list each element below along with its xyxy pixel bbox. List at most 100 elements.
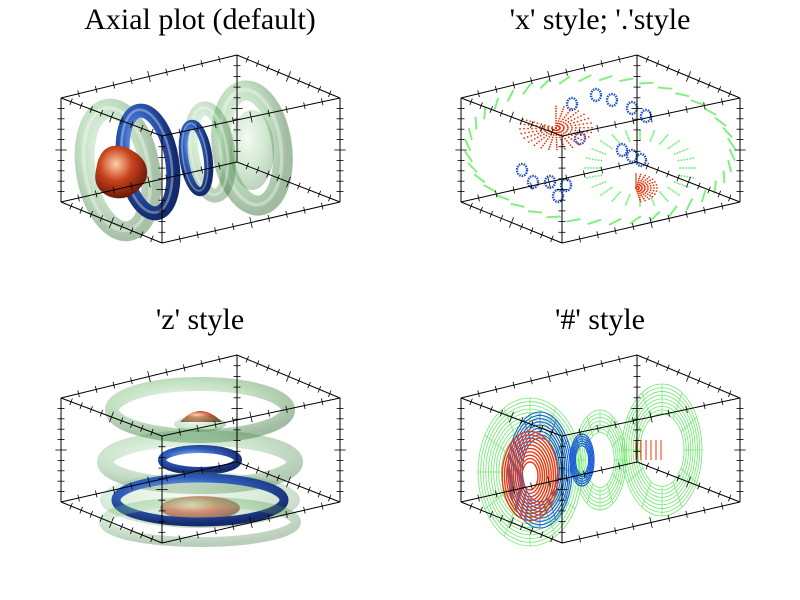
axis-tick: [297, 77, 301, 85]
axis-tick: [317, 190, 322, 198]
axis-tick: [600, 466, 603, 474]
axis-tick: [685, 371, 692, 382]
point: [625, 132, 628, 135]
point: [599, 151, 602, 153]
point: [535, 130, 538, 133]
point: [677, 140, 680, 143]
point: [563, 116, 566, 119]
point: [537, 132, 540, 135]
point: [557, 120, 560, 122]
point: [567, 142, 570, 144]
point: [533, 133, 536, 136]
point: [515, 204, 518, 207]
point: [560, 133, 563, 136]
point: [591, 175, 594, 178]
axis-tick: [685, 210, 688, 218]
point: [602, 192, 605, 195]
point: [652, 132, 655, 135]
axis-tick: [303, 506, 306, 514]
point: [547, 132, 550, 135]
point: [474, 116, 477, 119]
axis-tick: [632, 223, 635, 231]
point: [601, 182, 604, 184]
point: [530, 139, 533, 142]
point: [600, 174, 603, 177]
point: [561, 118, 564, 121]
ring-point-loop: [605, 92, 619, 108]
point: [590, 131, 593, 134]
axis-tick: [697, 377, 701, 385]
point: [608, 145, 611, 148]
point: [635, 177, 637, 179]
point: [523, 127, 525, 130]
point: [553, 215, 556, 218]
axis-tick: [530, 227, 534, 235]
point: [560, 120, 563, 123]
axis-tick: [109, 111, 114, 123]
point: [562, 121, 565, 124]
mesh-line: [503, 434, 557, 518]
point: [678, 93, 681, 96]
axis-tick: [596, 231, 599, 239]
axis-tick: [499, 215, 504, 222]
point: [570, 119, 573, 122]
axis-tick: [196, 124, 199, 132]
outer-surface-points: [464, 74, 736, 226]
point: [675, 141, 678, 144]
point: [683, 94, 686, 97]
point: [529, 120, 532, 123]
axis-tick: [697, 77, 701, 85]
point: [639, 198, 641, 201]
isosurfaces: [464, 74, 736, 226]
axis-tick: [232, 417, 235, 425]
point: [700, 200, 704, 203]
axis-tick: [667, 109, 670, 117]
point: [549, 143, 552, 146]
axis-tick: [540, 531, 544, 539]
point: [589, 74, 592, 77]
point: [678, 183, 681, 185]
axis-tick: [509, 217, 514, 228]
point: [639, 133, 641, 135]
axis-tick: [69, 202, 73, 210]
point: [567, 117, 570, 120]
axis-tick: [249, 411, 253, 423]
axis-tick: [578, 128, 581, 136]
axis-tick: [530, 421, 534, 429]
axis-tick: [649, 111, 653, 123]
point: [642, 180, 645, 183]
axis-tick: [245, 162, 249, 170]
axis-tick: [519, 523, 524, 530]
point: [650, 138, 653, 141]
point: [564, 137, 566, 140]
point: [681, 184, 684, 186]
point: [565, 123, 568, 126]
axis-tick: [249, 111, 253, 123]
point: [639, 173, 642, 176]
inner-surface-right: [635, 440, 662, 460]
axis-tick: [494, 385, 498, 393]
axis-tick: [77, 90, 80, 98]
axis-tick: [540, 124, 544, 132]
axis-tick: [512, 81, 516, 89]
point: [574, 129, 577, 132]
outer-surface-neck: [184, 101, 236, 203]
axis-tick: [276, 68, 280, 76]
point: [673, 153, 676, 155]
point: [566, 128, 569, 131]
axis-tick: [728, 194, 732, 202]
point: [473, 173, 477, 176]
point: [659, 86, 662, 89]
point: [714, 113, 717, 116]
ring-point-loop: [526, 174, 540, 190]
axis-tick: [200, 60, 204, 68]
axis-tick: [697, 182, 701, 190]
axis-tick: [618, 162, 621, 170]
point: [650, 187, 652, 189]
point: [575, 126, 577, 129]
axis-tick: [509, 411, 514, 423]
axis-tick: [130, 121, 134, 129]
point: [594, 175, 597, 178]
point: [640, 182, 643, 185]
mesh-line: [519, 457, 541, 495]
